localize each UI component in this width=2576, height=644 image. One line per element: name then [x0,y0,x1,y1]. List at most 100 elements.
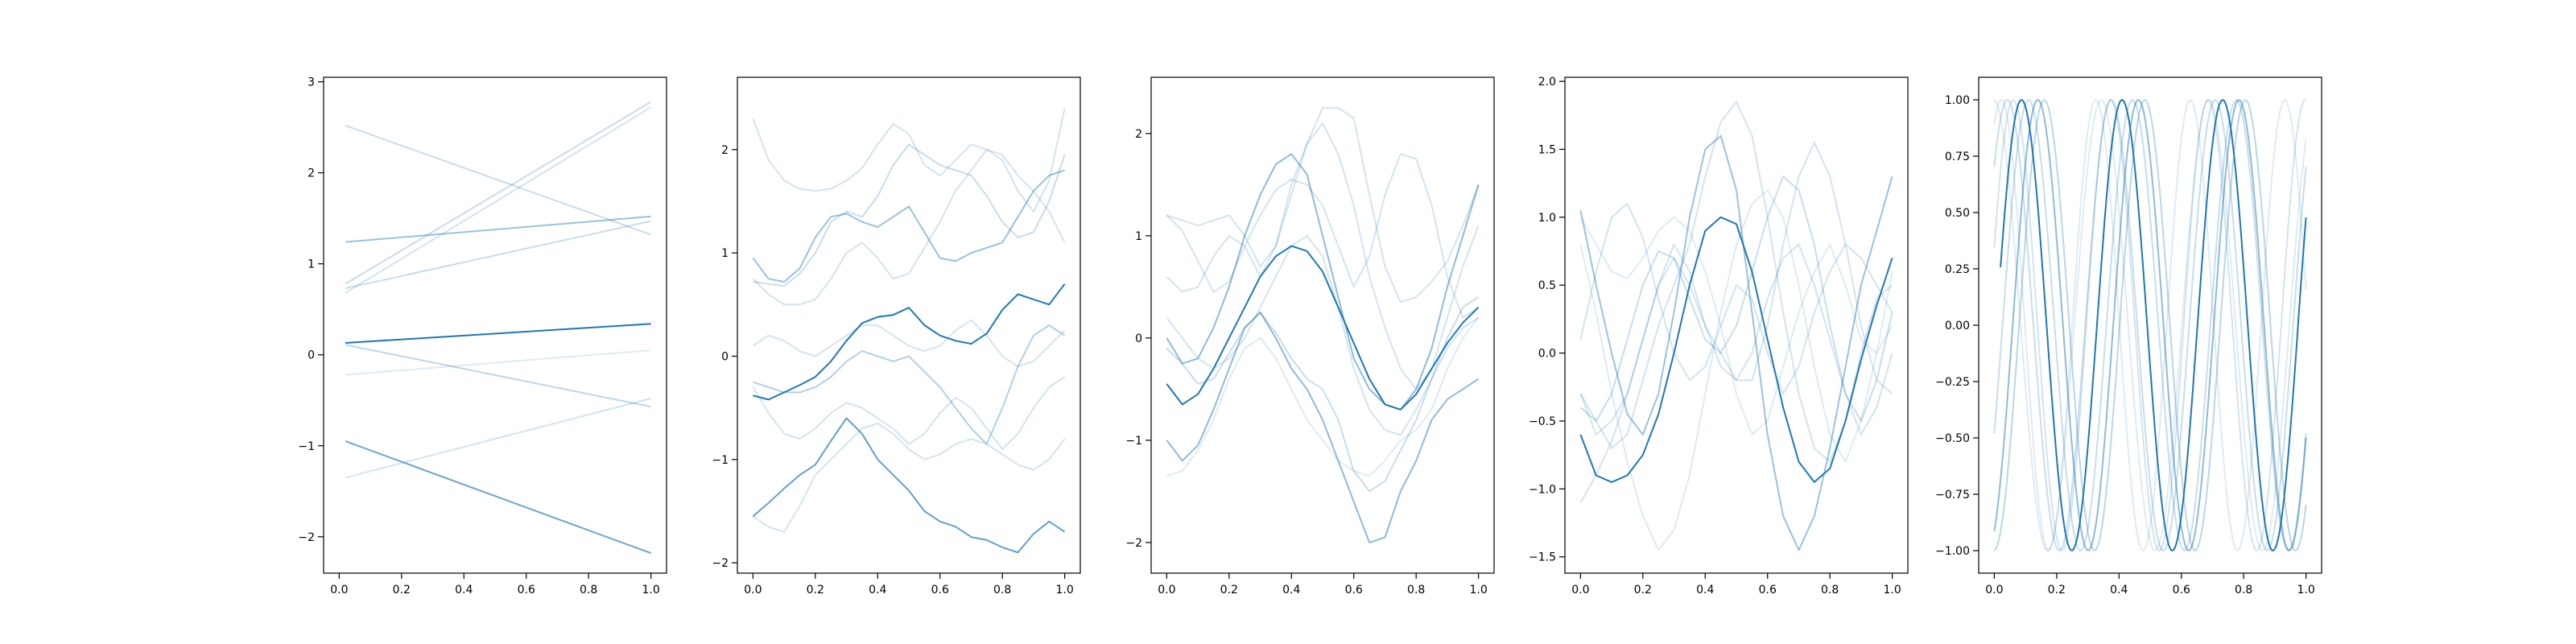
y-tick-label: 2 [1135,128,1142,141]
y-tick-label: −1 [712,454,729,467]
series-group [752,108,1066,554]
series-line-2 [1993,99,2307,551]
series-line-4 [1166,153,1480,411]
y-tick-label: 0.50 [1945,207,1970,220]
y-tick-label: −0.50 [1935,432,1970,445]
series-line-7 [1579,175,1893,422]
series-line-8 [752,376,1066,450]
series-line-1 [752,108,1066,213]
y-tick-label: 0.0 [1538,348,1556,361]
series-line-9 [1166,316,1480,477]
y-tick-label: 0.25 [1945,263,1970,276]
axes-frame [1564,76,1909,574]
x-tick-label: 1.0 [1056,584,1074,597]
x-tick-label: 0.2 [1634,584,1652,597]
series-line-2 [752,169,1065,283]
series-group [1166,107,1480,543]
subplot-2: 0.0 0.2 0.4 0.6 0.8 1.0 −2 −1 0 1 2 [712,76,1081,597]
x-tick-label: 1.0 [2297,584,2315,597]
y-tick-label: −2 [1125,537,1142,550]
series-line-5 [1993,99,2307,551]
series-line-9 [1579,216,1893,436]
series-line-2 [1166,122,1480,390]
series-line-7 [1166,296,1480,493]
series-line-3 [753,143,1066,287]
series-line-5 [345,220,651,290]
series-line-8 [345,344,651,408]
series-line-6 [345,323,651,344]
y-tick-label: 0.75 [1945,151,1970,163]
series-line-5 [753,283,1066,401]
x-tick-label: 0.6 [931,584,949,597]
x-tick-label: 0.8 [993,584,1011,597]
series-line-1 [1579,134,1893,551]
x-tick-label: 0.2 [1220,584,1238,597]
y-tick-label: −0.75 [1935,489,1970,502]
series-line-6 [1166,234,1480,436]
y-tick-label: 1.0 [1538,212,1556,225]
y-tick-label: 0.00 [1945,320,1970,332]
y-tick-label: −0.25 [1935,376,1970,389]
x-tick-label: 0.8 [1821,584,1839,597]
x-tick-label: 0.0 [330,584,348,597]
series-line-6 [1579,189,1893,551]
x-tick-label: 1.0 [642,584,660,597]
series-line-3 [1993,99,2307,551]
series-line-4 [752,148,1066,306]
series-line-1 [2000,99,2307,551]
subplot-4: 0.0 0.2 0.4 0.6 0.8 1.0 −1.5 −1.0 −0.5 0.0 0.5 1.0 1… [1529,76,1909,597]
x-tick-label: 0.2 [393,584,411,597]
series-line-9 [345,398,651,479]
x-tick-label: 0.8 [1407,584,1425,597]
series-line-2 [345,101,652,285]
series-line-8 [1166,312,1480,543]
axes-frame [323,76,667,574]
series-group [1993,99,2307,551]
x-tick-label: 0.0 [1571,584,1589,597]
x-tick-label: 0.4 [2110,584,2128,597]
x-tick-label: 0.0 [1985,584,2003,597]
series-line-3 [345,106,652,294]
x-tick-label: 0.6 [2173,584,2190,597]
y-tick-label: 0 [308,349,315,362]
x-tick-label: 0.4 [455,584,473,597]
series-line-6 [752,319,1066,368]
y-tick-label: 1.5 [1538,143,1556,156]
y-tick-label: −1 [298,440,315,453]
series-line-4 [345,215,651,243]
x-tick-label: 0.8 [580,584,597,597]
subplot-3: 0.0 0.2 0.4 0.6 0.8 1.0 −2 −1 0 1 2 [1125,76,1495,597]
series-line-1 [1166,107,1480,303]
y-tick-label: 1 [721,247,729,260]
series-line-7 [1993,99,2307,551]
y-tick-label: 1.00 [1945,94,1970,107]
x-tick-label: 1.0 [1470,584,1488,597]
y-tick-label: 2 [308,167,315,180]
subplot-1: 0.0 0.2 0.4 0.6 0.8 1.0 −2 −1 0 1 2 3 [298,76,667,597]
x-tick-label: 0.4 [1282,584,1300,597]
y-tick-label: 2.0 [1538,76,1556,89]
series-line-6 [1993,99,2307,551]
y-tick-label: −2 [298,531,315,544]
y-tick-label: −1 [1125,435,1142,448]
x-tick-label: 0.6 [1345,584,1363,597]
series-group [345,101,652,555]
x-tick-label: 0.8 [2235,584,2252,597]
subplot-5: 0.0 0.2 0.4 0.6 0.8 1.0 −1.00 −0.75 −0.50 −0.25 0.… [1935,76,2322,597]
x-tick-label: 0.0 [1158,584,1175,597]
x-tick-label: 1.0 [1884,584,1901,597]
y-tick-label: 0.5 [1538,279,1556,292]
series-line-8 [1993,99,2307,551]
series-line-5 [1579,142,1893,503]
y-tick-label: −2 [712,557,729,570]
x-tick-label: 0.4 [869,584,886,597]
y-tick-label: 1 [1135,230,1142,243]
y-tick-label: −1.0 [1529,483,1556,496]
x-tick-label: 0.6 [518,584,535,597]
x-tick-label: 0.2 [807,584,824,597]
axes-frame [737,76,1081,574]
y-tick-label: −0.5 [1529,415,1556,428]
x-tick-label: 0.2 [2048,584,2066,597]
y-tick-label: 2 [721,144,729,157]
